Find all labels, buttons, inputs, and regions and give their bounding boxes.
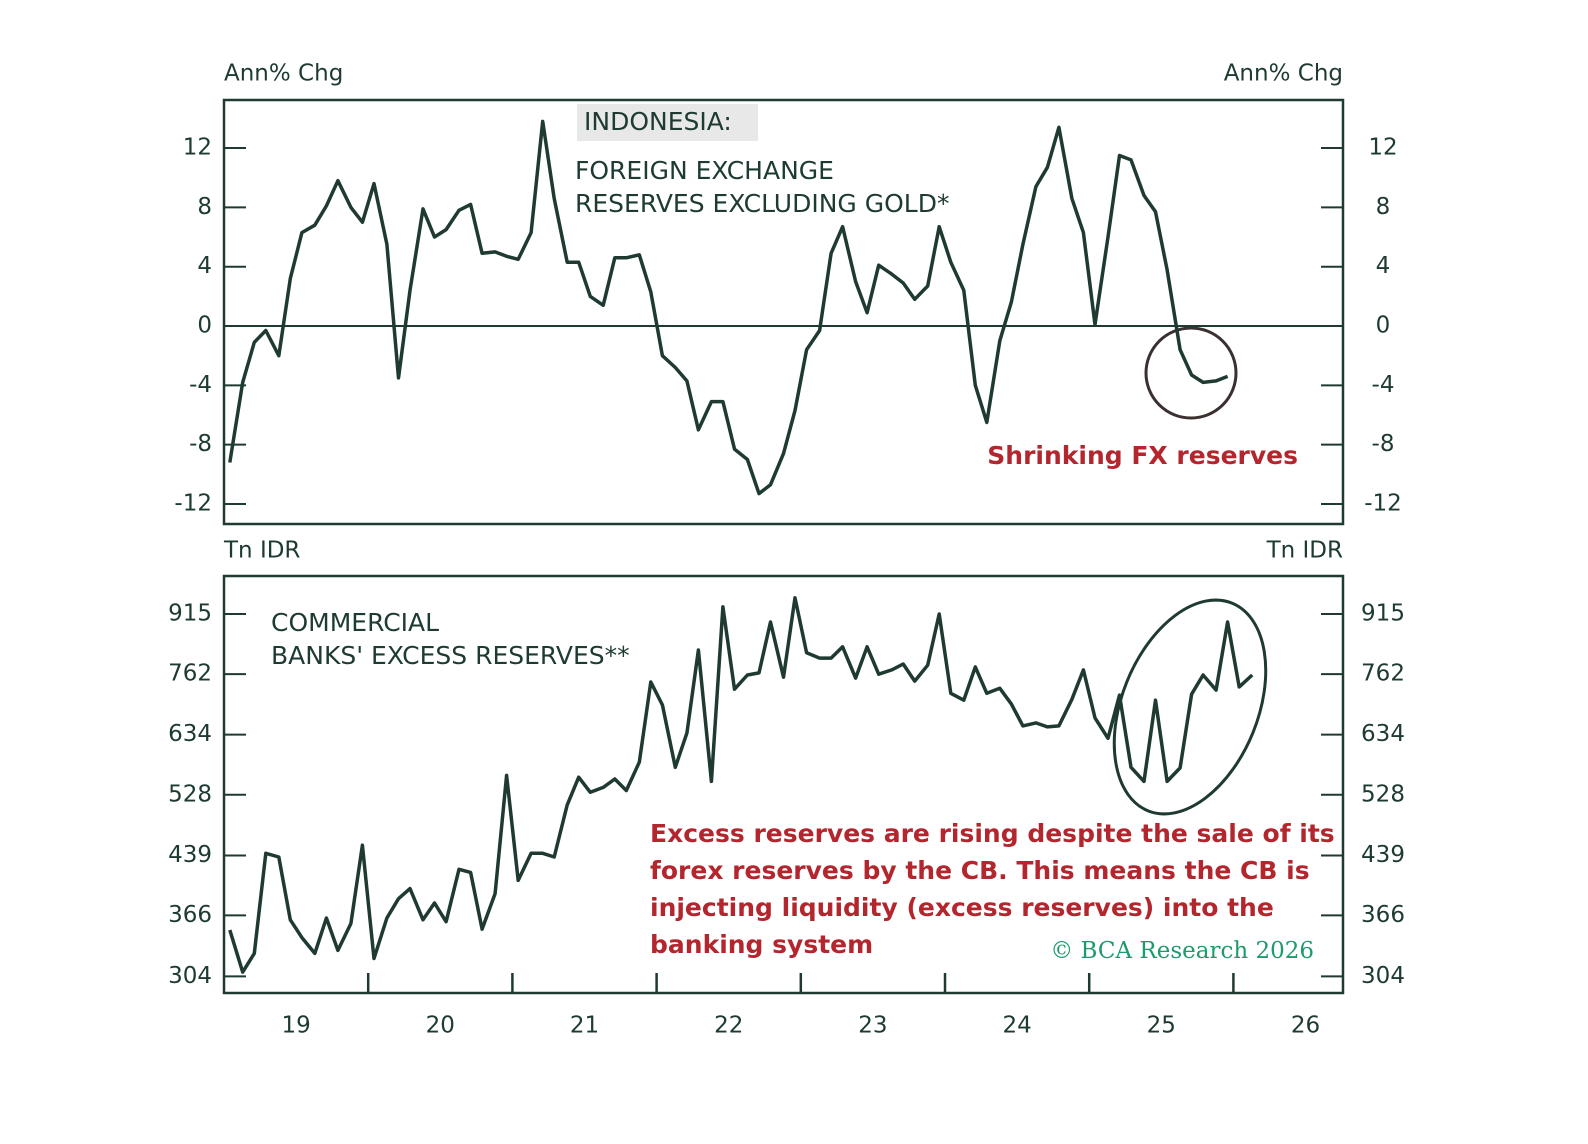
x-tick-label: 19: [281, 1013, 310, 1039]
y-tick-label: 4: [197, 253, 212, 279]
y-tick-label: 439: [168, 842, 212, 868]
y-axis-label: Ann% Chg: [224, 61, 343, 87]
y-tick-label: 634: [168, 721, 212, 747]
y-tick-label: -8: [189, 431, 212, 457]
y2-tick-label: 0: [1376, 313, 1391, 339]
y2-tick-label: -4: [1372, 372, 1395, 398]
x-tick-label: 25: [1147, 1013, 1176, 1039]
y-axis-label: Tn IDR: [223, 538, 300, 564]
y2-tick-label: 4: [1376, 253, 1391, 279]
x-tick-label: 26: [1291, 1013, 1320, 1039]
y2-tick-label: -12: [1364, 490, 1402, 516]
y-tick-label: -12: [174, 490, 212, 516]
y2-tick-label: 762: [1361, 661, 1405, 687]
y2-tick-label: -8: [1372, 431, 1395, 457]
plot-frame: [222, 98, 1345, 526]
y-tick-label: 12: [183, 135, 212, 161]
highlight-circle: [1112, 598, 1268, 816]
subtitle: COMMERCIAL: [271, 608, 439, 637]
y-tick-label: 304: [168, 963, 212, 989]
data-line: [228, 596, 1254, 974]
x-tick-label: 20: [426, 1013, 455, 1039]
annotation: forex reserves by the CB. This means the…: [650, 856, 1310, 885]
y-tick-label: 8: [197, 194, 212, 220]
y-tick-label: 528: [168, 781, 212, 807]
y2-tick-label: 634: [1361, 721, 1405, 747]
subtitle: FOREIGN EXCHANGE: [575, 156, 834, 185]
y2-tick-label: 528: [1361, 781, 1405, 807]
title-box: [577, 104, 758, 141]
chart-title: INDONESIA:: [584, 107, 732, 136]
subtitle: BANKS' EXCESS RESERVES**: [271, 641, 630, 670]
y-tick-label: 915: [168, 600, 212, 626]
y2-axis-label: Ann% Chg: [1224, 61, 1343, 87]
y2-tick-label: 439: [1361, 842, 1405, 868]
x-tick-label: 23: [858, 1013, 887, 1039]
y-tick-label: 0: [197, 313, 212, 339]
y2-axis-label: Tn IDR: [1266, 538, 1343, 564]
y2-tick-label: 304: [1361, 963, 1405, 989]
annotation: banking system: [650, 930, 873, 959]
x-tick-label: 21: [570, 1013, 599, 1039]
x-tick-label: 22: [714, 1013, 743, 1039]
highlight-circle: [1144, 326, 1238, 420]
y-tick-label: 762: [168, 661, 212, 687]
annotation: Excess reserves are rising despite the s…: [650, 819, 1335, 848]
y2-tick-label: 366: [1361, 902, 1405, 928]
source: © BCA Research 2026: [1050, 938, 1314, 964]
y-tick-label: -4: [189, 372, 212, 398]
subtitle: RESERVES EXCLUDING GOLD*: [575, 189, 949, 218]
y2-tick-label: 12: [1368, 135, 1397, 161]
annotation: injecting liquidity (excess reserves) in…: [650, 893, 1274, 922]
y2-tick-label: 8: [1376, 194, 1391, 220]
y2-tick-label: 915: [1361, 600, 1405, 626]
plot-frame: [222, 574, 1345, 995]
annotation: Shrinking FX reserves: [987, 441, 1298, 470]
x-tick-label: 24: [1002, 1013, 1031, 1039]
data-line: [228, 119, 1229, 496]
y-tick-label: 366: [168, 902, 212, 928]
